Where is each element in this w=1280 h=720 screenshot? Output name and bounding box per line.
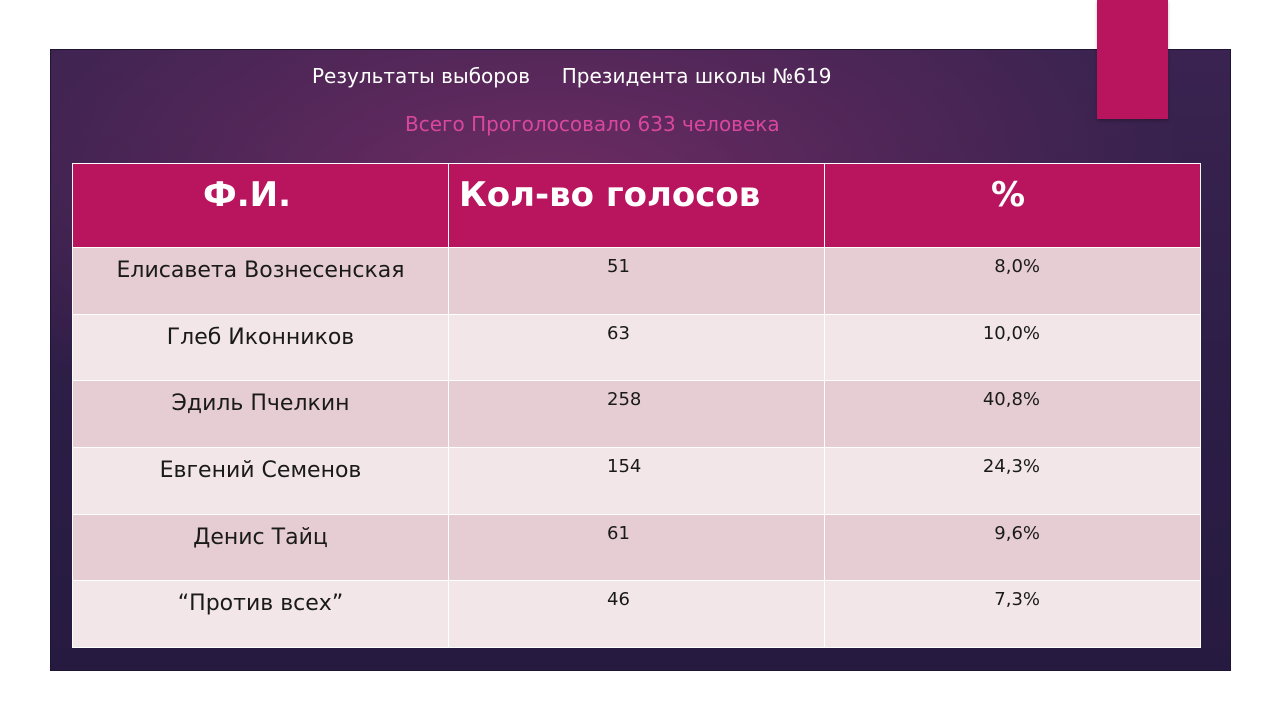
table-row: Елисавета Вознесенская 51 8,0% <box>72 247 1201 315</box>
slide-subtitle: Всего Проголосовало 633 человека <box>405 112 780 136</box>
table-row: Денис Тайц 61 9,6% <box>72 513 1201 582</box>
cell-votes: 258 <box>448 380 825 448</box>
cell-votes: 51 <box>448 247 825 315</box>
cell-percent: 40,8% <box>824 380 1201 448</box>
accent-tab <box>1097 0 1168 119</box>
table-header-row: Ф.И. Кол-во голосов % <box>72 163 1201 248</box>
table-row: Эдиль Пчелкин 258 40,8% <box>72 380 1201 448</box>
table-row: Глеб Иконников 63 10,0% <box>72 313 1201 382</box>
cell-votes: 63 <box>448 313 825 382</box>
cell-name: Евгений Семенов <box>72 446 449 515</box>
cell-votes: 61 <box>448 513 825 582</box>
cell-name: Денис Тайц <box>72 513 449 582</box>
cell-percent: 10,0% <box>824 313 1201 382</box>
cell-percent: 9,6% <box>824 513 1201 582</box>
header-votes: Кол-во голосов <box>448 163 825 248</box>
table-row: “Против всех” 46 7,3% <box>72 580 1201 648</box>
results-table: Ф.И. Кол-во голосов % Елисавета Вознесен… <box>72 163 1201 648</box>
cell-name: “Против всех” <box>72 580 449 648</box>
cell-percent: 24,3% <box>824 446 1201 515</box>
cell-votes: 46 <box>448 580 825 648</box>
header-percent: % <box>824 163 1201 248</box>
cell-percent: 7,3% <box>824 580 1201 648</box>
slide-title: Результаты выборов Президента школы №619 <box>312 64 832 88</box>
cell-name: Глеб Иконников <box>72 313 449 382</box>
cell-votes: 154 <box>448 446 825 515</box>
cell-name: Елисавета Вознесенская <box>72 247 449 315</box>
table-row: Евгений Семенов 154 24,3% <box>72 446 1201 515</box>
cell-name: Эдиль Пчелкин <box>72 380 449 448</box>
cell-percent: 8,0% <box>824 247 1201 315</box>
header-name: Ф.И. <box>72 163 449 248</box>
